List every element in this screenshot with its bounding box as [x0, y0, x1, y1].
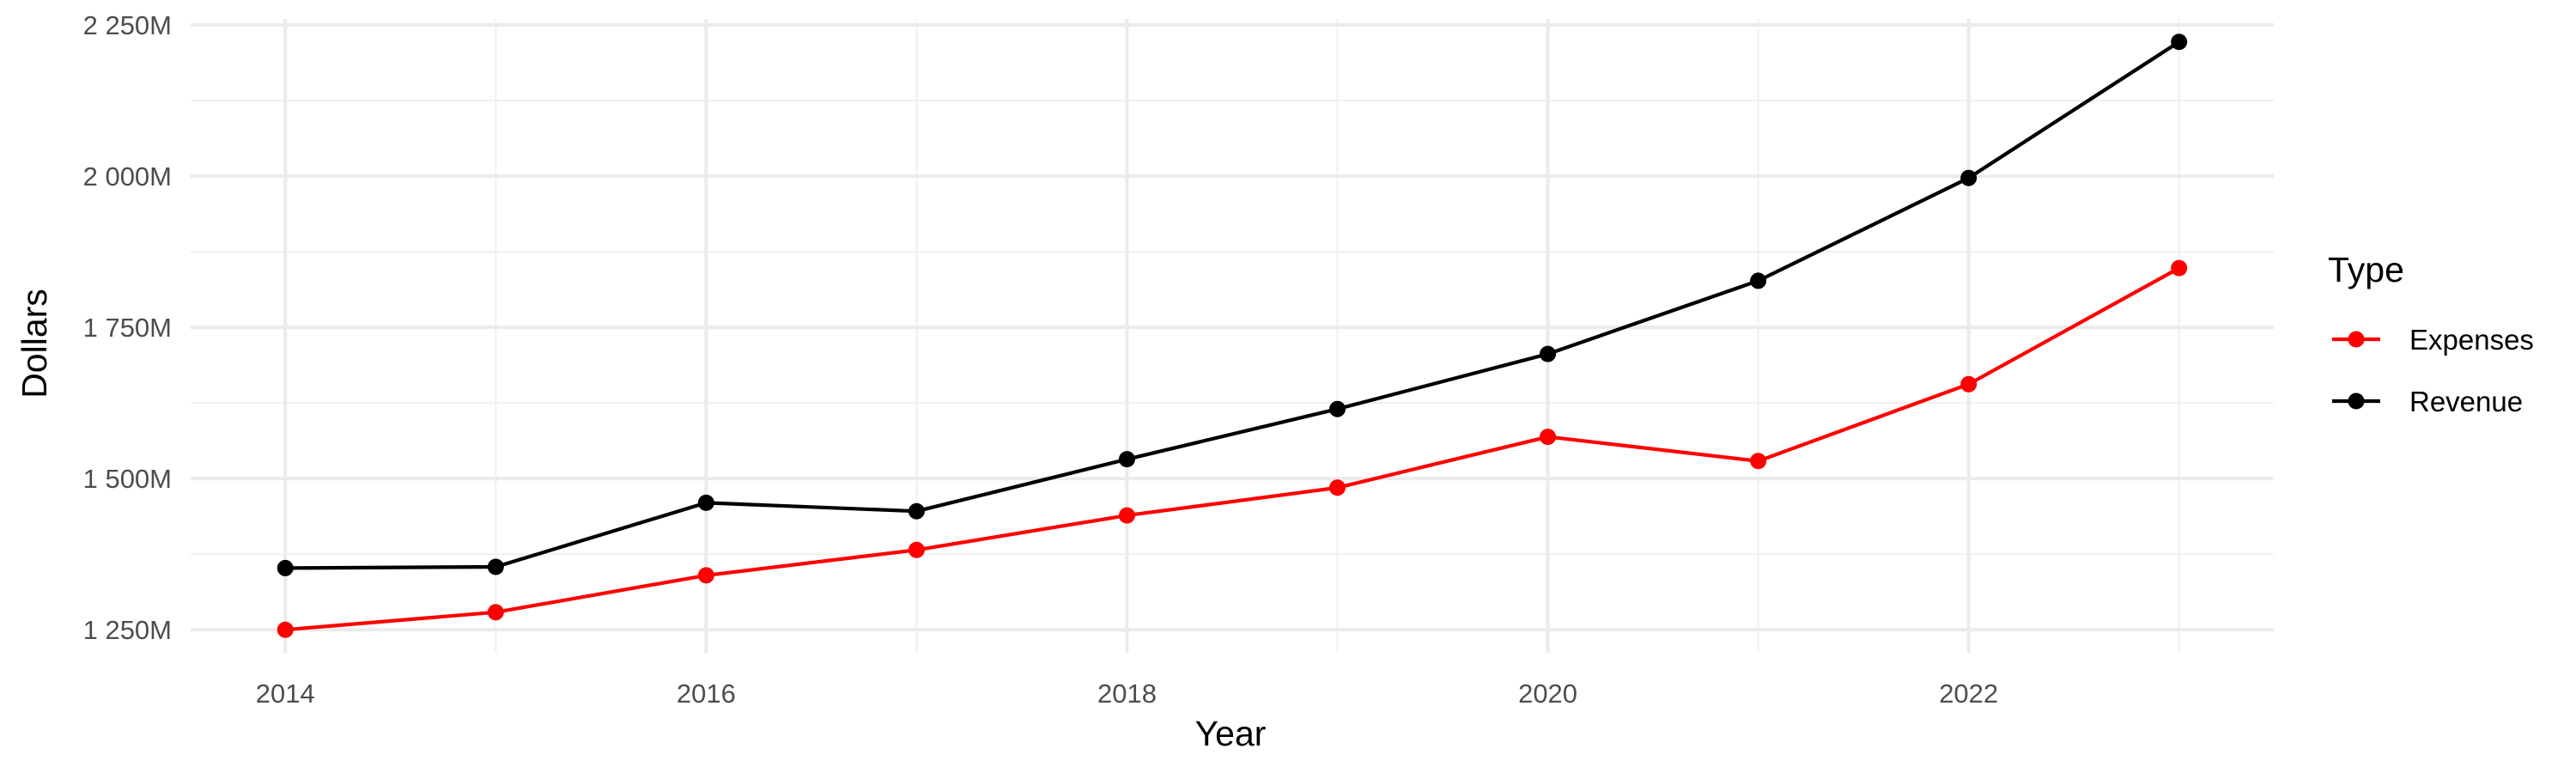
- y-tick-label: 1 500M: [83, 464, 172, 494]
- data-point-expenses: [697, 567, 714, 584]
- legend-label: Expenses: [2409, 324, 2534, 356]
- x-tick-label: 2020: [1518, 679, 1577, 709]
- legend: Type Expenses Revenue: [2328, 250, 2534, 417]
- series-line-revenue: [285, 40, 2180, 570]
- data-point-expenses: [1118, 507, 1135, 524]
- data-point-revenue: [487, 558, 504, 575]
- legend-key-point: [2348, 331, 2365, 348]
- data-point-revenue: [908, 502, 925, 520]
- data-point-expenses: [276, 621, 294, 638]
- data-point-revenue: [2171, 33, 2188, 51]
- y-tick-label: 2 000M: [83, 161, 172, 192]
- data-point-revenue: [697, 494, 714, 511]
- data-point-expenses: [1329, 479, 1346, 496]
- x-tick-label: 2022: [1939, 679, 1998, 709]
- x-tick-label: 2014: [256, 679, 315, 709]
- y-tick-label: 1 750M: [83, 313, 172, 343]
- data-point-revenue: [276, 559, 294, 576]
- legend-label: Revenue: [2409, 386, 2523, 417]
- y-axis-tick-labels: 1 250M 1 500M 1 750M 2 000M 2 250M: [83, 10, 172, 645]
- x-tick-label: 2018: [1097, 679, 1157, 709]
- data-point-revenue: [1118, 451, 1135, 468]
- y-axis-title: Dollars: [15, 289, 54, 399]
- data-point-expenses: [908, 541, 925, 558]
- x-tick-label: 2016: [677, 679, 736, 709]
- data-point-revenue: [1329, 400, 1346, 417]
- data-point-revenue: [1750, 272, 1767, 289]
- data-point-expenses: [1750, 453, 1767, 470]
- data-point-revenue: [1960, 169, 1978, 186]
- legend-item-expenses: Expenses: [2332, 324, 2534, 356]
- series-layer: [276, 33, 2188, 638]
- legend-title: Type: [2328, 250, 2404, 289]
- data-point-expenses: [1540, 429, 1557, 446]
- legend-items: Expenses Revenue: [2332, 324, 2534, 417]
- series-revenue: [276, 33, 2188, 576]
- x-axis-tick-labels: 2014 2016 2018 2020 2022: [256, 679, 1998, 709]
- series-expenses: [276, 259, 2188, 638]
- data-point-expenses: [487, 604, 504, 621]
- data-point-revenue: [1540, 345, 1557, 362]
- y-tick-label: 2 250M: [83, 10, 172, 40]
- series-line-expenses: [285, 266, 2180, 632]
- data-point-expenses: [2171, 259, 2188, 277]
- legend-item-revenue: Revenue: [2332, 386, 2523, 417]
- y-tick-label: 1 250M: [83, 615, 172, 645]
- grid: [191, 19, 2274, 653]
- x-axis-title: Year: [1195, 714, 1267, 753]
- data-point-expenses: [1960, 375, 1978, 393]
- legend-key-point: [2348, 393, 2365, 410]
